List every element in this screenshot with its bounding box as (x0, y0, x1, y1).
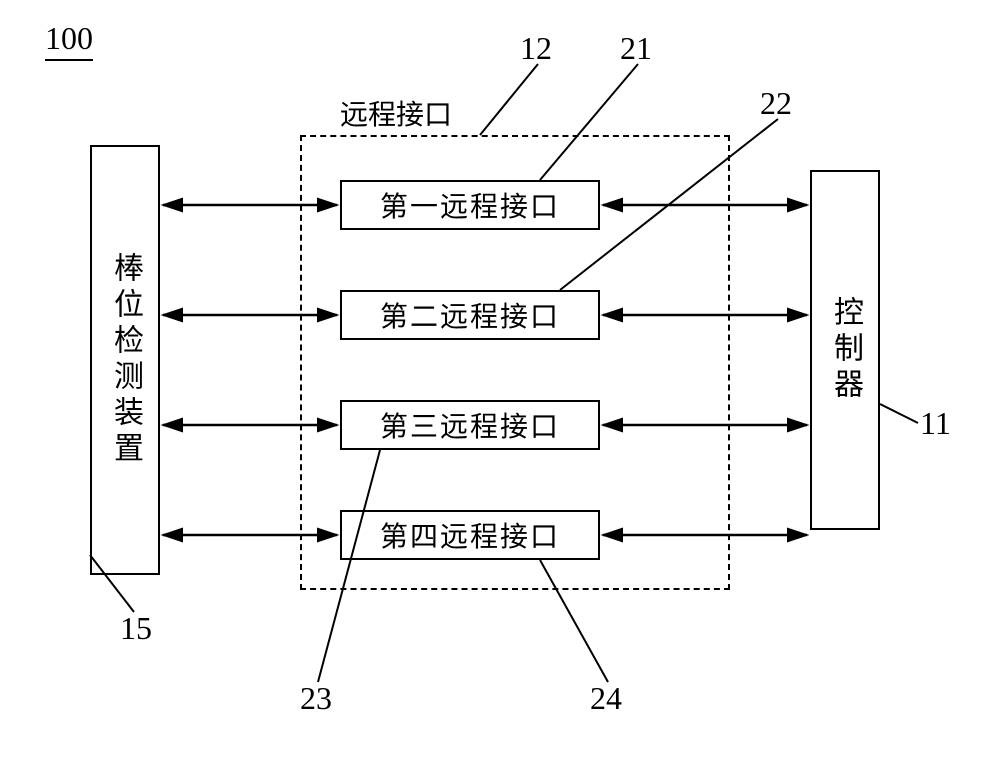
annotation-23: 23 (300, 680, 332, 717)
remote-interface-4-label: 第四远程接口 (380, 515, 560, 555)
right-block-label: 控制器 (823, 296, 867, 404)
remote-interface-2: 第二远程接口 (340, 290, 600, 340)
remote-interface-2-label: 第二远程接口 (380, 295, 560, 335)
remote-interface-1: 第一远程接口 (340, 180, 600, 230)
annotation-15: 15 (120, 610, 152, 647)
annotation-11: 11 (920, 405, 951, 442)
remote-interface-1-label: 第一远程接口 (380, 185, 560, 225)
controller: 控制器 (810, 170, 880, 530)
rod-position-detection-device: 棒位检测装置 (90, 145, 160, 575)
remote-interface-group-label: 远程接口 (340, 93, 452, 133)
annotation-22: 22 (760, 85, 792, 122)
remote-interface-3-label: 第三远程接口 (380, 405, 560, 445)
annotation-100: 100 (45, 20, 93, 61)
annotation-12: 12 (520, 30, 552, 67)
left-block-label: 棒位检测装置 (103, 252, 147, 468)
annotation-21: 21 (620, 30, 652, 67)
annotation-24: 24 (590, 680, 622, 717)
remote-interface-3: 第三远程接口 (340, 400, 600, 450)
remote-interface-4: 第四远程接口 (340, 510, 600, 560)
